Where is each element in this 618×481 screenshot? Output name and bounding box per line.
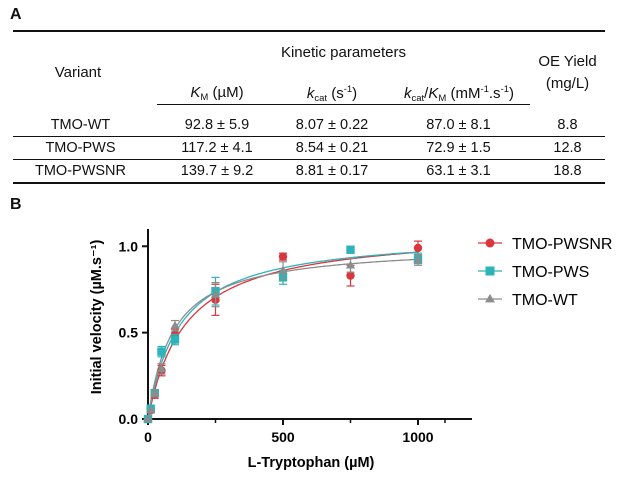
table-row-rule <box>13 159 605 160</box>
data-point <box>346 245 355 254</box>
y-tick-label: 0.5 <box>119 325 139 341</box>
table-cell-kcat-km: 63.1 ± 3.1 <box>426 163 491 179</box>
table-cell-kcat: 8.07 ± 0.22 <box>295 117 369 133</box>
y-tick-label: 0.0 <box>119 411 139 427</box>
data-point <box>170 335 180 344</box>
table-cell-oe: 18.8 <box>553 163 582 179</box>
data-point <box>150 388 160 397</box>
table-cell-kcat: 8.81 ± 0.17 <box>295 163 369 179</box>
panel-label-a: A <box>10 6 22 23</box>
x-tick-label: 1000 <box>402 429 433 445</box>
header-kcat: kcat (s-1) <box>306 84 358 104</box>
table-cell-variant: TMO-PWS <box>45 140 116 156</box>
table-cell-km: 117.2 ± 4.1 <box>181 140 253 156</box>
table-cell-oe: 8.8 <box>557 117 578 133</box>
data-point <box>278 265 288 274</box>
data-point <box>413 243 423 253</box>
table-header-rule <box>157 104 530 105</box>
x-tick-label: 500 <box>271 429 295 445</box>
header-oe-yield: OE Yield <box>538 53 597 70</box>
header-variant: Variant <box>54 64 102 81</box>
table-cell-km: 139.7 ± 9.2 <box>180 163 254 179</box>
header-kcat-km: kcat/KM (mM-1.s-1) <box>403 84 515 104</box>
panel-label-b: B <box>10 196 22 213</box>
x-tick-label: 0 <box>144 429 152 445</box>
header-km: KM (µM) <box>190 84 244 103</box>
data-point <box>485 293 495 303</box>
table-cell-kcat-km: 72.9 ± 1.5 <box>426 140 491 156</box>
legend-label: TMO-PWS <box>512 264 589 281</box>
data-point <box>278 252 288 261</box>
chart-axes: 0.0 0.5 1.0 0 500 1000 <box>119 229 472 445</box>
header-oe-yield-unit: (mg/L) <box>545 75 590 92</box>
data-point <box>156 364 167 373</box>
y-axis-label: Initial velocity (µM.s⁻¹) <box>89 240 105 395</box>
table-top-rule <box>13 30 605 32</box>
data-point <box>345 260 356 269</box>
header-kinetic-parameters: Kinetic parameters <box>280 44 407 61</box>
data-point <box>485 266 495 276</box>
table-cell-km: 92.8 ± 5.9 <box>184 117 250 133</box>
table-cell-kcat: 8.54 ± 0.21 <box>295 140 369 156</box>
data-point <box>346 271 355 280</box>
chart-legend: TMO-PWSNR TMO-PWS TMO-WT <box>478 236 612 309</box>
data-point <box>413 255 423 264</box>
y-tick-label: 1.0 <box>119 238 139 254</box>
chart-points <box>143 240 423 424</box>
data-point <box>157 347 166 356</box>
data-point <box>146 405 156 414</box>
table-cell-oe: 12.8 <box>553 140 582 156</box>
legend-label: TMO-WT <box>512 292 578 309</box>
legend-label: TMO-PWSNR <box>512 236 612 253</box>
table-cell-variant: TMO-PWSNR <box>34 163 126 179</box>
data-point <box>170 320 180 329</box>
data-point <box>485 238 495 248</box>
table-cell-kcat-km: 87.0 ± 8.1 <box>426 117 491 133</box>
table-row-rule <box>13 136 605 137</box>
table-cell-variant: TMO-WT <box>50 117 111 133</box>
x-axis-label: L-Tryptophan (µM) <box>248 455 375 471</box>
data-point <box>210 289 221 298</box>
kinetics-chart: 0.0 0.5 1.0 0 500 1000 TMO-PWSNR TMO-PWS TMO-WT… <box>89 229 612 471</box>
table-bottom-rule <box>13 182 605 184</box>
data-point <box>143 414 153 423</box>
